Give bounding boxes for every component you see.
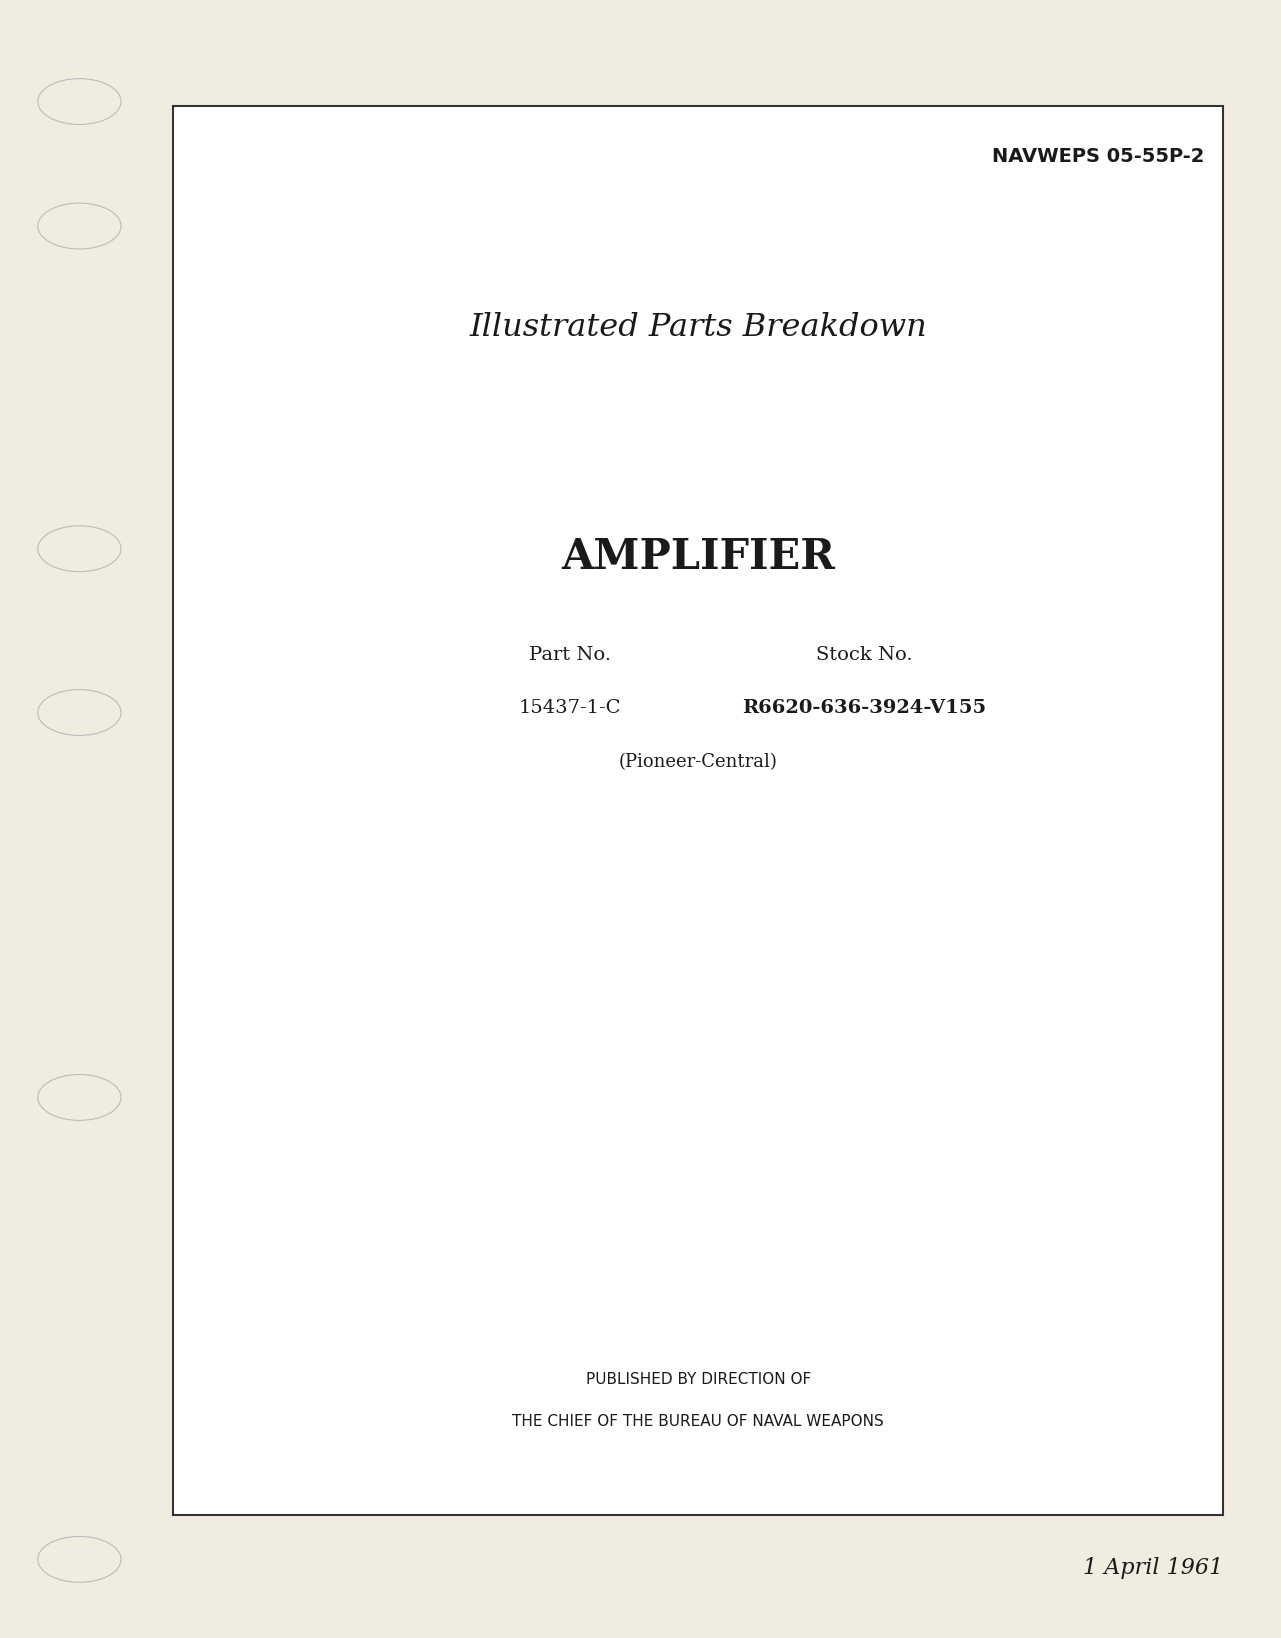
Text: Part No.: Part No. xyxy=(529,647,611,663)
Text: THE CHIEF OF THE BUREAU OF NAVAL WEAPONS: THE CHIEF OF THE BUREAU OF NAVAL WEAPONS xyxy=(512,1414,884,1430)
Ellipse shape xyxy=(38,203,120,249)
Ellipse shape xyxy=(38,1536,120,1582)
Text: Illustrated Parts Breakdown: Illustrated Parts Breakdown xyxy=(469,313,927,342)
Ellipse shape xyxy=(38,690,120,735)
Ellipse shape xyxy=(38,79,120,124)
Text: 1 April 1961: 1 April 1961 xyxy=(1084,1556,1223,1579)
Ellipse shape xyxy=(38,526,120,572)
Text: 15437-1-C: 15437-1-C xyxy=(519,699,621,716)
Text: AMPLIFIER: AMPLIFIER xyxy=(561,536,835,578)
Text: NAVWEPS 05-55P-2: NAVWEPS 05-55P-2 xyxy=(991,147,1204,167)
Ellipse shape xyxy=(38,1075,120,1120)
Text: Stock No.: Stock No. xyxy=(816,647,913,663)
Text: PUBLISHED BY DIRECTION OF: PUBLISHED BY DIRECTION OF xyxy=(585,1371,811,1387)
Text: R6620-636-3924-V155: R6620-636-3924-V155 xyxy=(743,699,986,716)
Bar xyxy=(173,106,1223,1515)
Text: (Pioneer-Central): (Pioneer-Central) xyxy=(619,753,778,770)
